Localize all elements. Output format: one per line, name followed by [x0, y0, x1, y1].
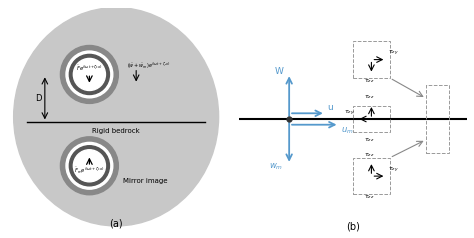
Text: $\tau_{zz}$: $\tau_{zz}$ [365, 151, 375, 159]
Bar [353, 106, 390, 132]
Ellipse shape [14, 8, 219, 226]
Circle shape [73, 150, 105, 182]
Text: $(\tilde{w}+\tilde{w}_m)e^{i(\omega t+\zeta_s x)}$: $(\tilde{w}+\tilde{w}_m)e^{i(\omega t+\z… [127, 60, 171, 71]
Circle shape [69, 146, 109, 186]
Text: $\tilde{F}_m e^{i(\omega t+\zeta_s x)}$: $\tilde{F}_m e^{i(\omega t+\zeta_s x)}$ [74, 166, 105, 176]
Text: $\tau_{zy}$: $\tau_{zy}$ [344, 109, 355, 118]
Bar [353, 41, 390, 78]
Text: $u_m$: $u_m$ [340, 125, 353, 136]
Circle shape [60, 137, 118, 195]
Bar [426, 85, 449, 153]
Text: $\tau_{zz}$: $\tau_{zz}$ [365, 136, 375, 144]
Text: $\tilde{F}e^{i(\omega t+\zeta_s x)}$: $\tilde{F}e^{i(\omega t+\zeta_s x)}$ [76, 64, 103, 73]
Text: $\tau_{zz}$: $\tau_{zz}$ [365, 77, 375, 85]
Circle shape [66, 142, 113, 189]
Circle shape [60, 45, 118, 103]
Text: (a): (a) [109, 219, 123, 229]
Circle shape [73, 58, 105, 90]
Circle shape [66, 51, 113, 98]
Circle shape [69, 55, 109, 94]
Text: u: u [327, 103, 333, 112]
Text: $\tau_{zz}$: $\tau_{zz}$ [365, 94, 375, 101]
Text: $\tau_{zy}$: $\tau_{zy}$ [388, 166, 399, 175]
Text: Rigid bedrock: Rigid bedrock [92, 128, 140, 134]
Bar [353, 158, 390, 194]
Text: $\tau_{zy}$: $\tau_{zy}$ [388, 49, 399, 59]
Text: D: D [35, 94, 41, 103]
Text: $w_m$: $w_m$ [269, 162, 283, 172]
Text: (b): (b) [346, 221, 360, 231]
Text: Mirror image: Mirror image [123, 178, 167, 184]
Text: W: W [274, 66, 283, 75]
Text: $\tau_{zz}$: $\tau_{zz}$ [365, 193, 375, 201]
